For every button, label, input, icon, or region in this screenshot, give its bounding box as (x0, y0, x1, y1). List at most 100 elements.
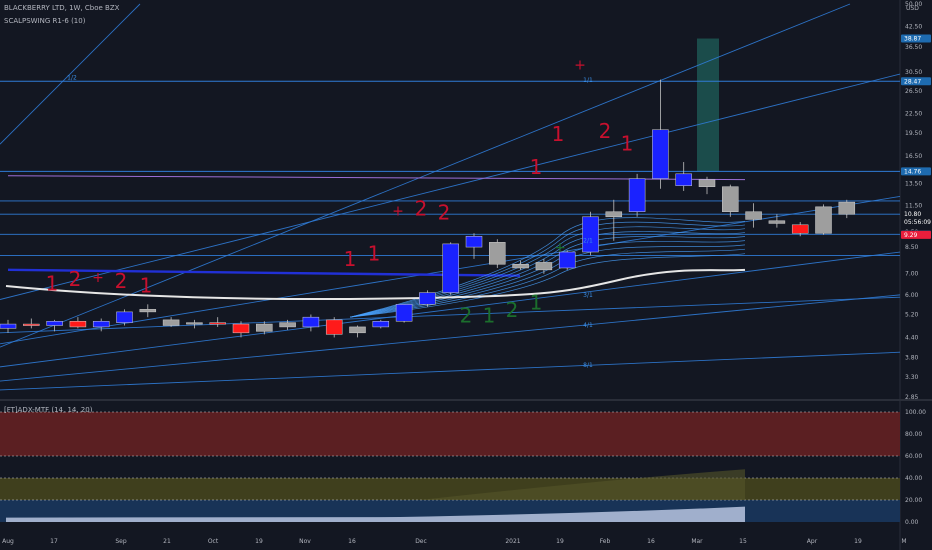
time-tick-label: M (901, 538, 906, 545)
time-tick-label: 21 (163, 538, 171, 545)
adx-tick-label: 20.00 (905, 497, 922, 504)
price-badge-label: 28.47 (904, 78, 921, 85)
signal-label: 2 (69, 267, 82, 291)
candle-body (302, 316, 320, 328)
candle-body (209, 322, 226, 325)
candle-body (628, 178, 646, 212)
adx-tick-label: 100.00 (905, 409, 926, 416)
price-tick-label: 50.00 (905, 1, 922, 8)
signal-label: 2 (115, 269, 128, 293)
fib-label: 1/1 (583, 77, 593, 84)
candle-body (395, 304, 413, 322)
signal-label: 2 (506, 298, 519, 322)
signal-label: 2 (438, 200, 451, 224)
candle-body (0, 323, 17, 329)
candle-body (815, 206, 832, 234)
candle-body (186, 322, 203, 325)
signal-label: + (92, 270, 104, 286)
candle-body (139, 309, 157, 313)
ma-ribbon-line (349, 226, 746, 318)
candle-body (558, 251, 576, 269)
price-badge-label: 14.76 (904, 168, 921, 175)
signal-label: + (554, 240, 566, 256)
projection-box (697, 38, 719, 172)
purple-level-line (7, 175, 746, 181)
candle-body (162, 319, 180, 326)
time-tick-label: Apr (807, 538, 818, 545)
ma-ribbon-line (349, 248, 746, 318)
adx-tick-label: 60.00 (905, 453, 922, 460)
signal-label: 2 (599, 119, 612, 143)
signal-label: 1 (46, 271, 59, 295)
price-badge-label: 9.29 (904, 232, 918, 239)
price-badge-label: 38.87 (904, 36, 921, 43)
price-tick-label: 7.00 (905, 271, 919, 278)
currency-label: USD (906, 5, 919, 12)
candle-body (279, 322, 296, 328)
candle-body (232, 323, 250, 334)
price-tick-label: 6.00 (905, 292, 919, 299)
adx-tick-label: 40.00 (905, 475, 922, 482)
candle-body (675, 173, 692, 186)
candle-body (419, 292, 436, 305)
candle-body (116, 311, 133, 323)
signal-label: 1 (483, 304, 496, 328)
candle-body (722, 186, 739, 212)
signal-label: 2 (415, 197, 428, 221)
trend-line (0, 3, 141, 145)
price-tick-label: 19.50 (905, 130, 922, 137)
time-tick-label: 19 (255, 538, 263, 545)
signal-label: 1 (344, 247, 357, 271)
time-tick-label: 15 (739, 538, 747, 545)
signal-label: 1 (530, 290, 543, 314)
price-tick-label: 42.50 (905, 23, 922, 30)
candle-body (372, 321, 390, 328)
candle-body (442, 243, 459, 293)
fib-label: 2/1 (583, 237, 593, 244)
price-tick-label: 30.50 (905, 69, 922, 76)
adx-zone (0, 412, 900, 456)
time-tick-label: 2021 (505, 538, 520, 545)
time-tick-label: 16 (647, 538, 655, 545)
candle-body (46, 321, 63, 326)
signal-label: 1 (368, 242, 381, 266)
candle-body (582, 216, 599, 253)
price-badge (901, 210, 931, 227)
white-moving-average (5, 268, 746, 301)
time-tick-label: Mar (691, 538, 703, 545)
price-tick-label: 3.30 (905, 374, 919, 381)
candle-body (838, 201, 856, 215)
time-tick-label: Sep (115, 538, 127, 545)
signal-label: 1 (140, 274, 153, 298)
price-tick-label: 13.50 (905, 181, 922, 188)
candle-body (92, 321, 110, 328)
fib-label: 4/1 (583, 322, 593, 329)
time-tick-label: 19 (854, 538, 862, 545)
adx-upper-area (420, 469, 745, 500)
candle-body (349, 326, 366, 334)
price-tick-label: 22.50 (905, 111, 922, 118)
price-badge (901, 230, 931, 239)
candle-body (768, 220, 786, 224)
price-scale-bg (900, 0, 932, 550)
candle-body (535, 262, 553, 271)
fib-label: 1/2 (67, 75, 77, 82)
price-tick-label: 2.85 (905, 394, 919, 401)
countdown-label: 05:56:09 (904, 219, 931, 226)
signal-label: + (574, 58, 586, 74)
candle-body (605, 211, 623, 218)
signal-label: 1 (530, 155, 543, 179)
candle-body (512, 264, 529, 269)
adx-tick-label: 0.00 (905, 519, 919, 526)
candle-body (256, 323, 273, 332)
candle-body (325, 319, 343, 335)
trend-line (0, 251, 901, 368)
fib-label: 3/1 (583, 292, 593, 299)
adx-area (6, 506, 745, 522)
chart-title: BLACKBERRY LTD, 1W, Cboe BZX (4, 4, 120, 12)
price-tick-label: 36.50 (905, 44, 922, 51)
adx-zone (0, 478, 900, 500)
candle-body (23, 323, 40, 326)
